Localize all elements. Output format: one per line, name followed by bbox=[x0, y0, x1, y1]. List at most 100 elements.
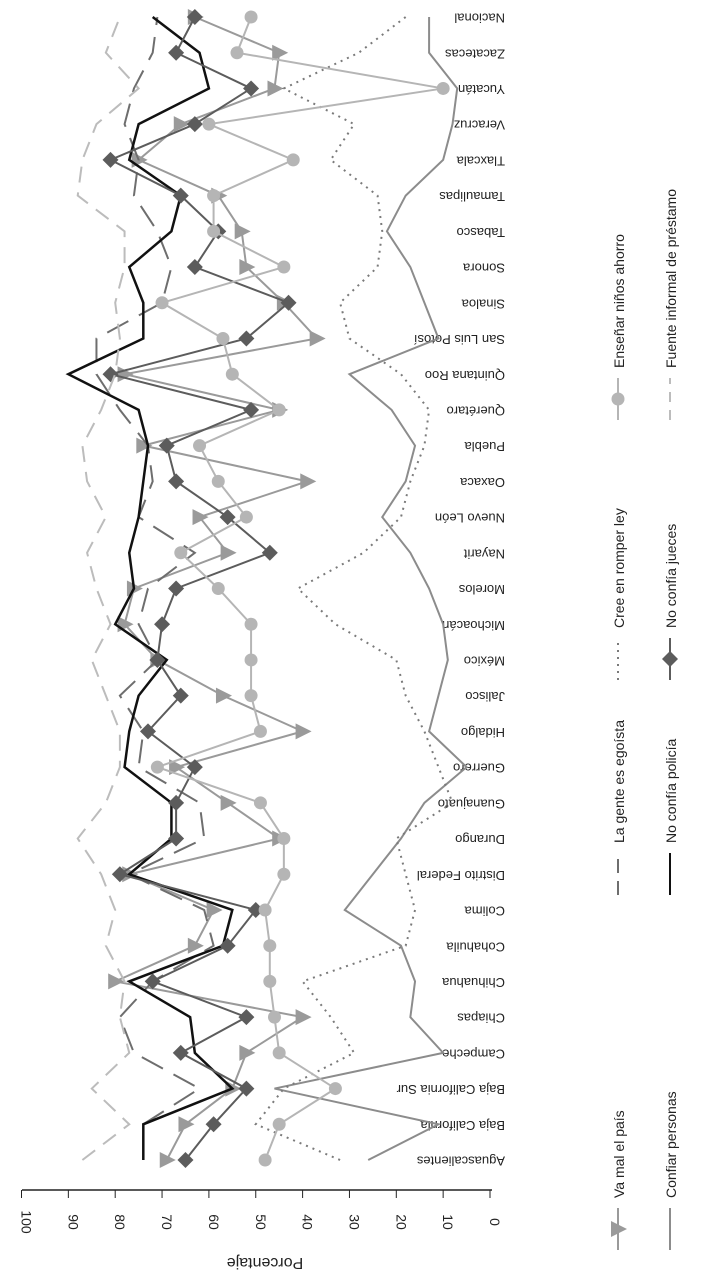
data-point-triangle bbox=[117, 366, 134, 383]
data-point-circle bbox=[174, 546, 188, 560]
category-label: Veracruz bbox=[454, 118, 505, 133]
category-label: Jalisco bbox=[465, 689, 505, 704]
data-point-circle bbox=[277, 832, 291, 846]
category-label: Zacatecas bbox=[445, 46, 505, 61]
category-label: Aguascalientes bbox=[416, 1154, 505, 1169]
data-point-circle bbox=[244, 689, 258, 703]
value-axis-label: Porcentaje bbox=[227, 1254, 304, 1271]
legend-item: Fuente informal de préstamo bbox=[663, 189, 679, 420]
category-label: San Luis Potosí bbox=[414, 332, 505, 347]
series-line bbox=[65, 16, 235, 1160]
data-point-circle bbox=[207, 224, 221, 238]
legend-item: Va mal el país bbox=[611, 1110, 627, 1250]
legend-label: Confiar personas bbox=[663, 1091, 679, 1198]
category-label: Tamaulipas bbox=[439, 189, 505, 204]
data-point-circle bbox=[286, 153, 300, 167]
value-tick-label: 0 bbox=[487, 1218, 503, 1226]
chart-axes: 0 10 20 30 40 50 60 70 80 90 100 Porcentaje bbox=[19, 1189, 503, 1271]
legend-label: No confía policía bbox=[663, 739, 679, 843]
data-point-triangle bbox=[300, 473, 317, 490]
data-point-circle bbox=[272, 1117, 286, 1131]
legend-label: Fuente informal de préstamo bbox=[663, 189, 679, 368]
legend-item: No confía jueces bbox=[662, 524, 679, 680]
category-label: Hidalgo bbox=[461, 725, 505, 740]
category-label: Chiapas bbox=[457, 1011, 505, 1026]
data-point-diamond bbox=[172, 1044, 189, 1061]
legend-label: Cree en romper ley bbox=[611, 508, 627, 628]
legend: Va mal el país Confiar personas La gente e… bbox=[611, 189, 679, 1250]
series-line bbox=[274, 17, 469, 1161]
value-tick-label: 20 bbox=[393, 1214, 409, 1230]
data-point-triangle bbox=[187, 937, 204, 954]
data-point-circle bbox=[267, 1010, 281, 1024]
series-line bbox=[95, 16, 215, 1160]
data-point-diamond bbox=[168, 44, 185, 61]
category-label: Puebla bbox=[464, 439, 505, 454]
data-point-circle bbox=[230, 46, 244, 60]
category-label: Colima bbox=[464, 904, 505, 919]
data-point-diamond bbox=[247, 901, 264, 918]
data-point-circle bbox=[253, 796, 267, 810]
data-point-diamond bbox=[144, 973, 161, 990]
data-point-diamond bbox=[111, 866, 128, 883]
category-label: Baja California Sur bbox=[396, 1082, 505, 1097]
data-point-triangle bbox=[267, 80, 284, 97]
value-tick-label: 10 bbox=[440, 1214, 456, 1230]
data-point-diamond bbox=[243, 80, 260, 97]
data-point-diamond bbox=[238, 1009, 255, 1026]
legend-item: No confía policía bbox=[663, 739, 679, 895]
legend-item: La gente es egoísta bbox=[611, 720, 627, 895]
data-point-triangle bbox=[295, 1009, 312, 1026]
category-label: Nuevo León bbox=[435, 511, 505, 526]
data-point-circle bbox=[258, 1153, 272, 1167]
data-point-triangle bbox=[309, 330, 326, 347]
legend-swatch-marker bbox=[611, 1221, 627, 1237]
data-point-diamond bbox=[149, 651, 166, 668]
data-point-circle bbox=[253, 724, 267, 738]
data-point-triangle bbox=[220, 794, 237, 811]
category-label: Nayarit bbox=[463, 546, 505, 561]
data-point-diamond bbox=[243, 401, 260, 418]
data-point-circle bbox=[277, 867, 291, 881]
data-point-triangle bbox=[239, 1044, 256, 1061]
data-point-circle bbox=[211, 474, 225, 488]
data-point-diamond bbox=[186, 9, 203, 25]
category-label: Tabasco bbox=[457, 225, 505, 240]
value-tick-label: 70 bbox=[159, 1214, 175, 1230]
category-label: Oaxaca bbox=[459, 475, 505, 490]
data-point-diamond bbox=[177, 1152, 194, 1168]
series-cree-en-romper-ley bbox=[254, 16, 454, 1161]
data-point-triangle bbox=[220, 544, 237, 561]
category-label: Chihuahua bbox=[441, 975, 505, 990]
data-point-diamond bbox=[280, 294, 297, 311]
data-point-circle bbox=[207, 189, 221, 203]
data-point-diamond bbox=[168, 473, 185, 490]
series-line bbox=[76, 16, 141, 1161]
data-point-diamond bbox=[238, 330, 255, 347]
category-label: Distrito Federal bbox=[417, 868, 505, 883]
value-tick-label: 80 bbox=[112, 1214, 128, 1230]
data-point-circle bbox=[436, 81, 450, 95]
category-label: Nacional bbox=[454, 11, 505, 26]
legend-item: Cree en romper ley bbox=[611, 508, 627, 680]
data-point-diamond bbox=[238, 1080, 255, 1097]
data-point-circle bbox=[272, 1046, 286, 1060]
category-label: Tlaxcala bbox=[456, 153, 505, 168]
category-label: Sinaloa bbox=[461, 296, 505, 311]
category-label: Campeche bbox=[442, 1046, 505, 1061]
data-point-diamond bbox=[168, 580, 185, 597]
data-point-triangle bbox=[159, 1152, 176, 1168]
data-point-triangle bbox=[239, 259, 256, 276]
data-point-diamond bbox=[172, 687, 189, 704]
data-point-diamond bbox=[261, 544, 278, 561]
category-labels: Aguascalientes Baja California Baja Califo… bbox=[396, 11, 505, 1169]
category-label: Sonora bbox=[462, 261, 505, 276]
data-point-triangle bbox=[173, 116, 190, 133]
series-ense-ar-ni-os-ahorro bbox=[150, 10, 450, 1167]
category-label: Cohahuila bbox=[446, 939, 505, 954]
legend-label: No confía jueces bbox=[663, 524, 679, 628]
data-point-circle bbox=[244, 617, 258, 631]
legend-label: Enseñar niños ahorro bbox=[611, 234, 627, 368]
series-confiar-personas bbox=[274, 17, 469, 1161]
